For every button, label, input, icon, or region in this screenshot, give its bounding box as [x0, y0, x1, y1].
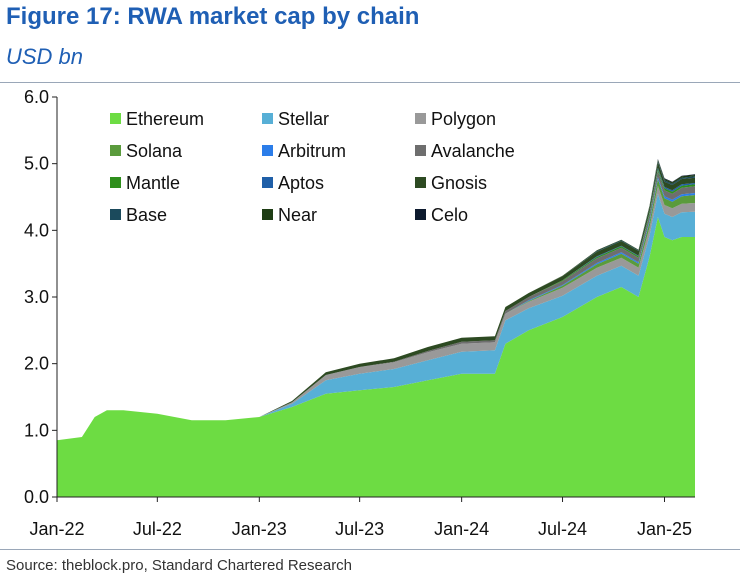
axes-layer: 0.0 1.0 2.0 3.0 4.0 5.0 6.0 Jan-22 Jul-22 Jan-23 J…: [24, 87, 695, 539]
x-tick-label: Jul-23: [335, 519, 384, 539]
y-tick-label: 3.0: [24, 287, 49, 307]
legend-swatch-mantle: [110, 177, 121, 188]
y-tick-label: 5.0: [24, 154, 49, 174]
bottom-rule: [0, 549, 740, 550]
legend-swatch-gnosis: [415, 177, 426, 188]
legend-swatch-aptos: [262, 177, 273, 188]
legend-swatch-solana: [110, 145, 121, 156]
legend-label-arbitrum: Arbitrum: [278, 141, 346, 161]
x-tick-label: Jan-23: [232, 519, 287, 539]
area-ethereum: [57, 217, 695, 497]
y-tick-label: 1.0: [24, 420, 49, 440]
legend-label-near: Near: [278, 205, 317, 225]
legend-label-avalanche: Avalanche: [431, 141, 515, 161]
legend-label-gnosis: Gnosis: [431, 173, 487, 193]
legend-swatch-arbitrum: [262, 145, 273, 156]
figure-subtitle: USD bn: [6, 44, 84, 69]
legend-swatch-avalanche: [415, 145, 426, 156]
x-tick-label: Jan-24: [434, 519, 489, 539]
legend-label-celo: Celo: [431, 205, 468, 225]
y-tick-label: 0.0: [24, 487, 49, 507]
legend-label-mantle: Mantle: [126, 173, 180, 193]
legend-swatch-near: [262, 209, 273, 220]
source-note: Source: theblock.pro, Standard Chartered…: [6, 557, 353, 574]
legend-label-aptos: Aptos: [278, 173, 324, 193]
legend-label-ethereum: Ethereum: [126, 109, 204, 129]
x-tick-label: Jan-25: [637, 519, 692, 539]
legend-swatch-base: [110, 209, 121, 220]
legend-swatch-celo: [415, 209, 426, 220]
top-rule: [0, 82, 740, 83]
x-tick-label: Jul-24: [538, 519, 587, 539]
x-tick-label: Jul-22: [133, 519, 182, 539]
legend-label-base: Base: [126, 205, 167, 225]
area-layer: [57, 159, 695, 497]
legend-swatch-ethereum: [110, 113, 121, 124]
legend-label-stellar: Stellar: [278, 109, 329, 129]
legend-label-solana: Solana: [126, 141, 183, 161]
legend-swatch-polygon: [415, 113, 426, 124]
legend-swatch-stellar: [262, 113, 273, 124]
y-tick-label: 6.0: [24, 87, 49, 107]
legend: Ethereum Stellar Polygon Solana Arbitrum Aval…: [110, 109, 515, 225]
legend-label-polygon: Polygon: [431, 109, 496, 129]
figure-title: Figure 17: RWA market cap by chain: [6, 3, 420, 30]
y-tick-label: 4.0: [24, 220, 49, 240]
y-tick-label: 2.0: [24, 354, 49, 374]
x-tick-label: Jan-22: [29, 519, 84, 539]
